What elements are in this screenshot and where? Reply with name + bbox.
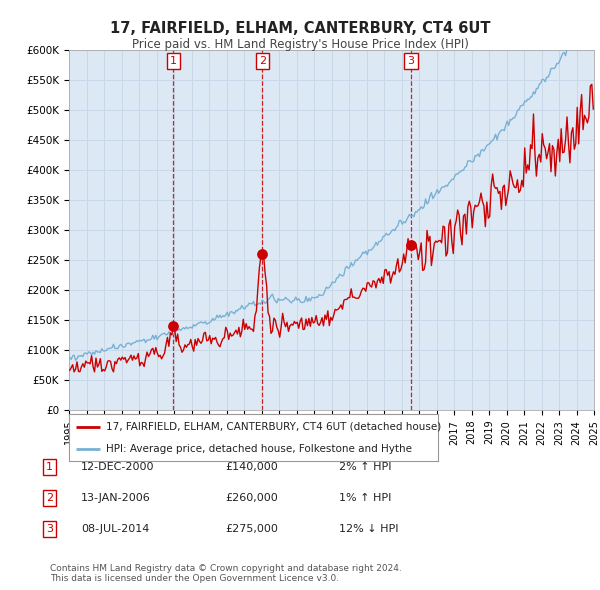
Text: HPI: Average price, detached house, Folkestone and Hythe: HPI: Average price, detached house, Folk… (106, 444, 412, 454)
Text: £275,000: £275,000 (225, 524, 278, 533)
Text: 12% ↓ HPI: 12% ↓ HPI (339, 524, 398, 533)
Text: £260,000: £260,000 (225, 493, 278, 503)
Text: 3: 3 (46, 524, 53, 533)
Text: 08-JUL-2014: 08-JUL-2014 (81, 524, 149, 533)
Text: 1: 1 (170, 56, 177, 66)
Text: 1% ↑ HPI: 1% ↑ HPI (339, 493, 391, 503)
Point (406, 240, 416, 250)
Text: 13-JAN-2006: 13-JAN-2006 (81, 493, 151, 503)
Text: 2: 2 (259, 56, 266, 66)
Text: 17, FAIRFIELD, ELHAM, CANTERBURY, CT4 6UT (detached house): 17, FAIRFIELD, ELHAM, CANTERBURY, CT4 6U… (106, 422, 441, 432)
Point (169, 322, 178, 331)
Text: Price paid vs. HM Land Registry's House Price Index (HPI): Price paid vs. HM Land Registry's House … (131, 38, 469, 51)
Text: 2% ↑ HPI: 2% ↑ HPI (339, 463, 391, 472)
Text: 2: 2 (46, 493, 53, 503)
Text: 3: 3 (407, 56, 415, 66)
Text: 12-DEC-2000: 12-DEC-2000 (81, 463, 155, 472)
Text: Contains HM Land Registry data © Crown copyright and database right 2024.
This d: Contains HM Land Registry data © Crown c… (50, 563, 401, 583)
Text: 17, FAIRFIELD, ELHAM, CANTERBURY, CT4 6UT: 17, FAIRFIELD, ELHAM, CANTERBURY, CT4 6U… (110, 21, 490, 35)
Point (257, 250, 267, 259)
Text: £140,000: £140,000 (225, 463, 278, 472)
Text: 1: 1 (46, 463, 53, 472)
